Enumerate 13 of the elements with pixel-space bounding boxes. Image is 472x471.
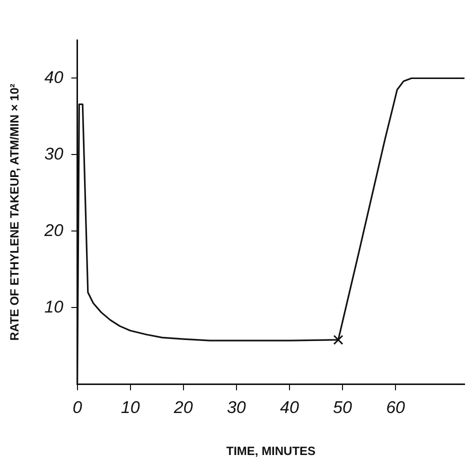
x-tick-label: 40 [280, 398, 300, 418]
x-tick-label: 50 [333, 398, 352, 418]
y-tick-label: 30 [44, 144, 64, 164]
y-axis-title: RATE OF ETHYLENE TAKEUP, ATM/MIN × 10² [8, 84, 22, 341]
x-tick-label: 10 [120, 398, 140, 418]
x-axis-title: TIME, MINUTES [226, 444, 316, 458]
x-tick-label: 30 [226, 398, 246, 418]
x-tick-label: 0 [72, 398, 83, 418]
x-tick-label: 20 [172, 398, 194, 418]
x-tick-label: 60 [386, 398, 406, 418]
y-tick-label: 20 [43, 220, 64, 240]
y-tick-label: 10 [44, 297, 64, 316]
y-tick-label: 40 [44, 68, 64, 87]
